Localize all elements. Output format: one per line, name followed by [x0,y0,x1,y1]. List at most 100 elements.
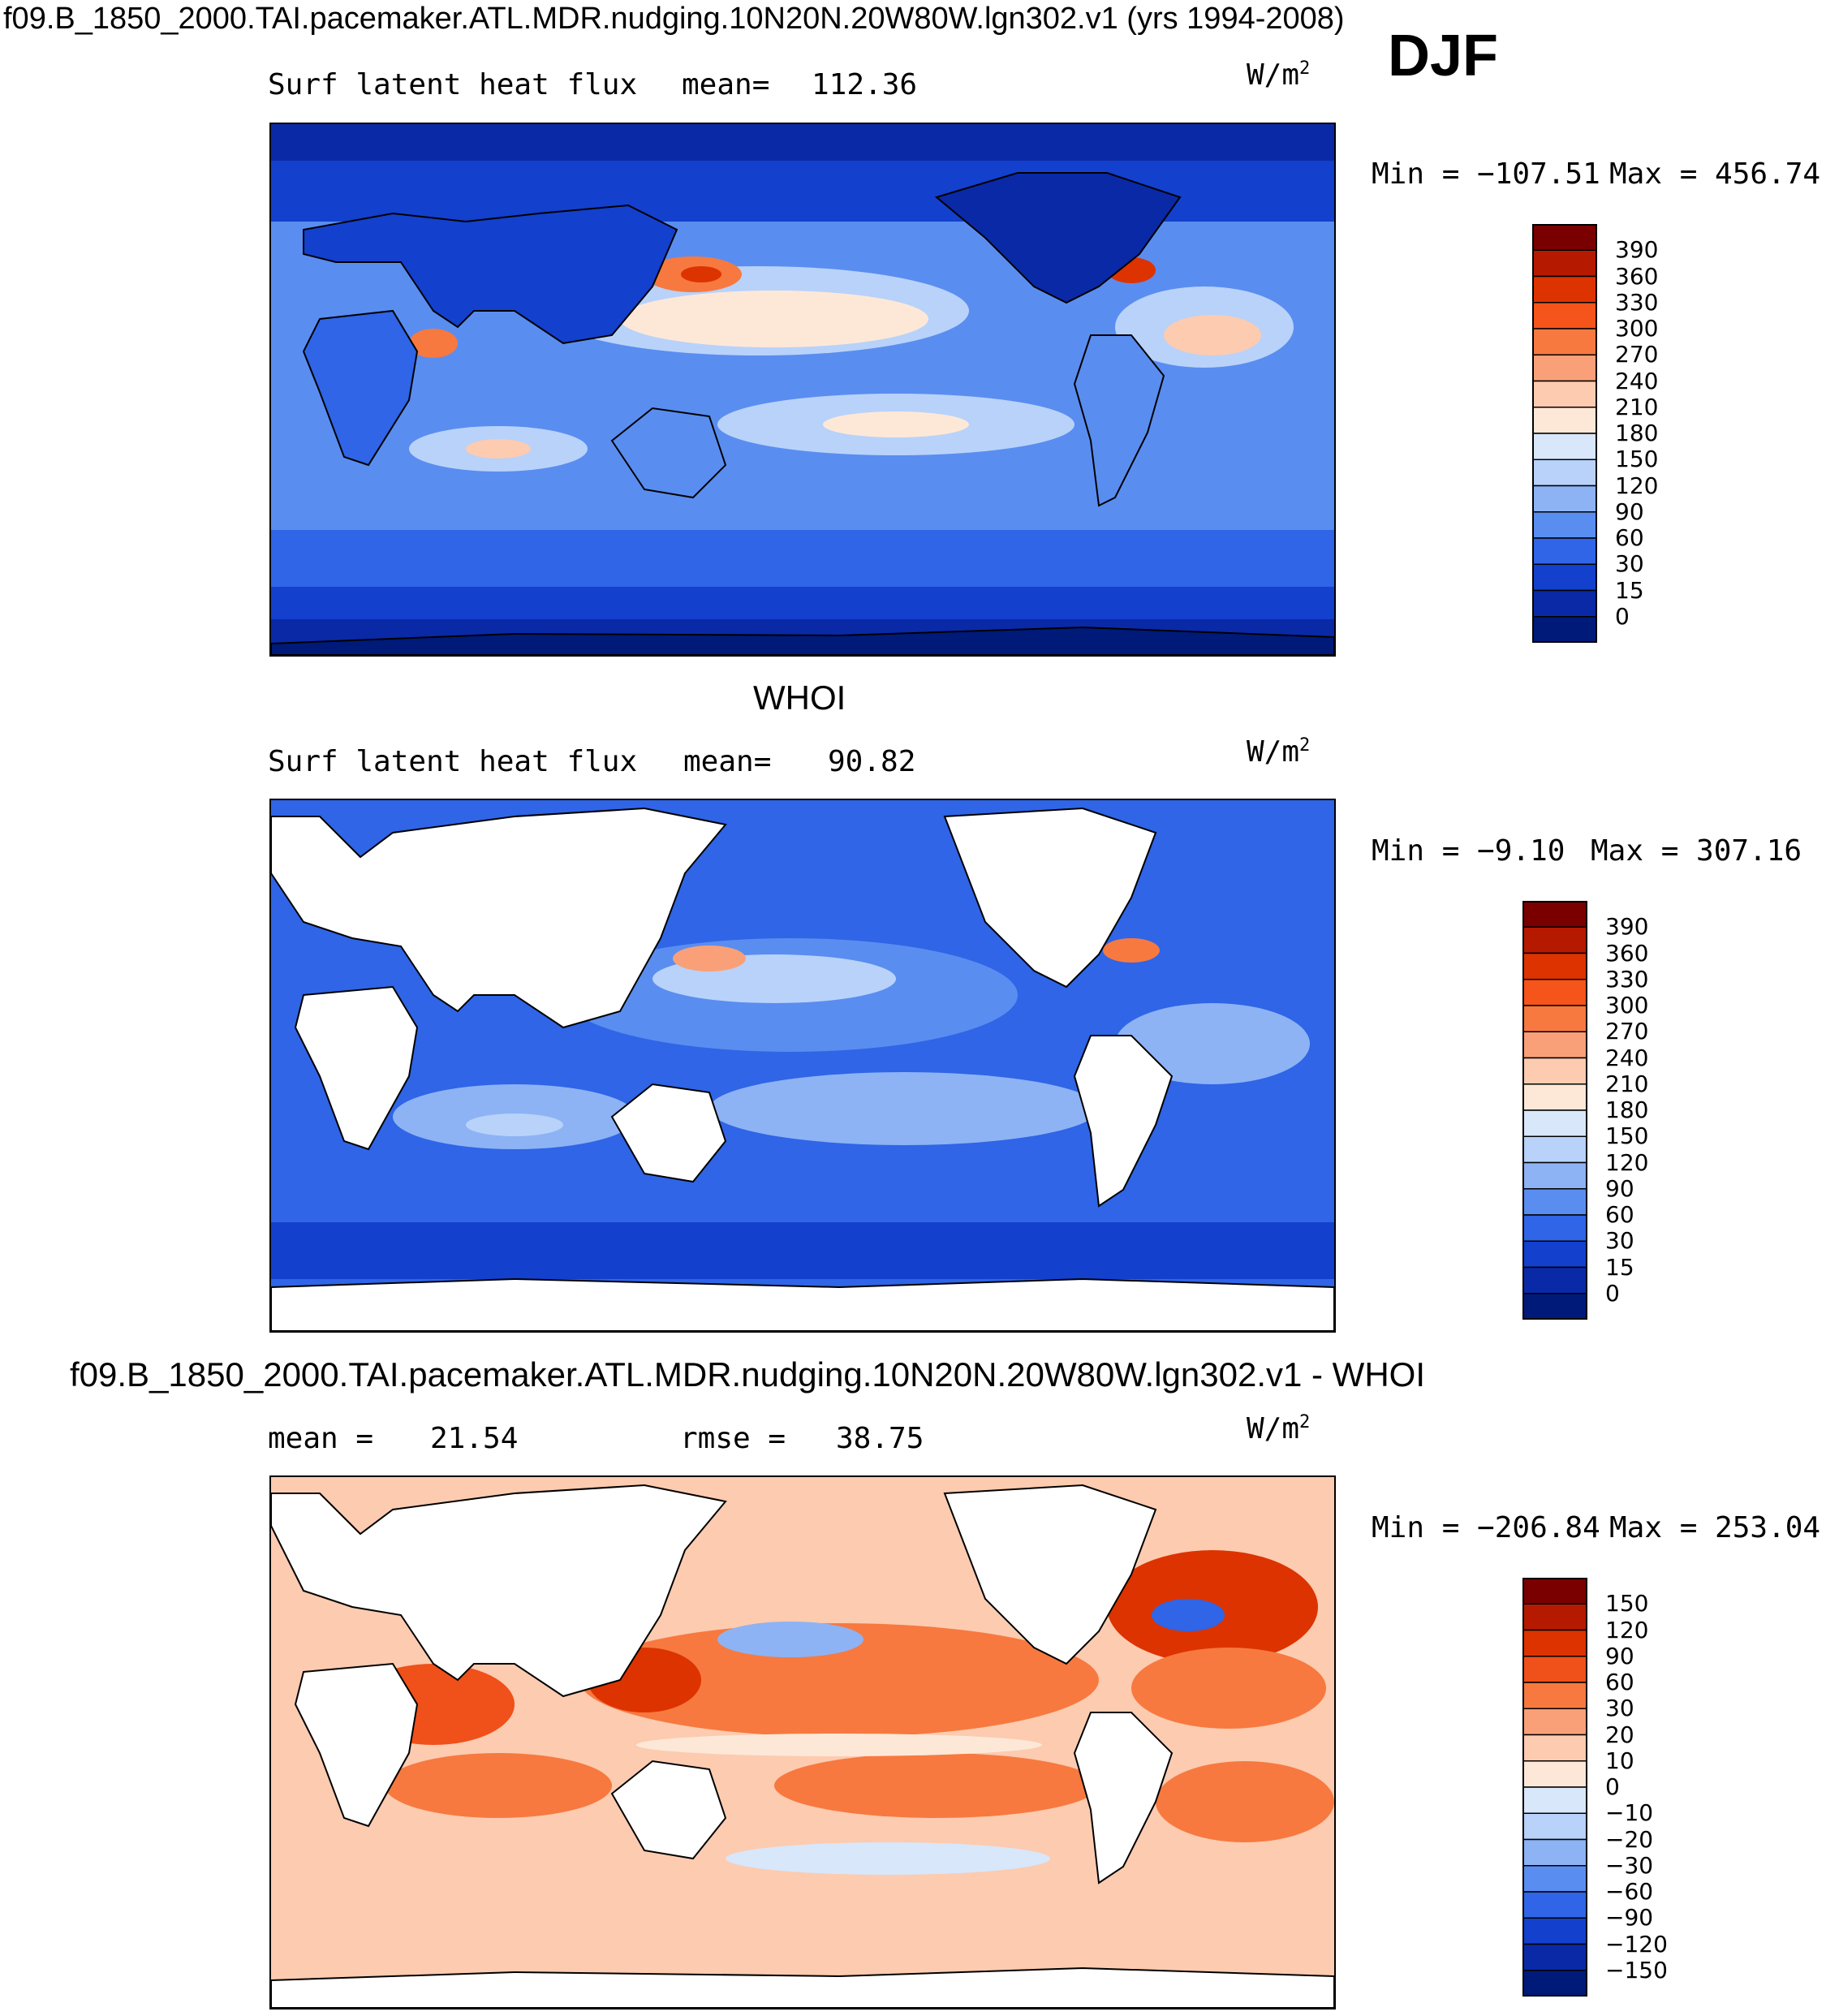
panel3-units: W/m2 [1247,1412,1310,1445]
colorbar-tick-label: 270 [1605,1018,1649,1045]
npac-warm [579,1623,1099,1737]
colorbar-swatch [1522,952,1588,980]
kuroshio [673,946,746,971]
colorbar-tick-label: 30 [1605,1227,1634,1255]
panel2-mean-value: 90.82 [828,745,916,778]
panel2-title: WHOI [753,678,846,717]
natl-cool [1152,1599,1225,1631]
north-america [934,172,1182,304]
colorbar-tick-label: 240 [1615,367,1659,394]
africa [302,309,419,467]
colorbar-tick-label: 10 [1605,1747,1634,1774]
africa [294,1662,419,1828]
colorbar-tick-label: 60 [1605,1669,1634,1695]
panel2-map-svg [271,800,1334,1331]
colorbar-swatch [1522,1629,1588,1657]
colorbar-tick-label: 15 [1605,1253,1634,1281]
panel2-max-text: Max = 307.16 [1591,834,1802,868]
natl-warm [1164,315,1261,355]
main-title: f09.B_1850_2000.TAI.pacemaker.ATL.MDR.nu… [3,2,1345,36]
sio-light [466,1114,563,1136]
colorbar-swatch [1522,1708,1588,1736]
panel1-colorbar-labels: 390 360 330 300 270 240 210 180 150 120 90 60 30 15 0 [1615,224,1712,643]
colorbar-swatch [1522,1266,1588,1294]
colorbar-swatch [1522,1943,1588,1971]
colorbar-swatch [1522,1293,1588,1320]
colorbar-tick-label: 90 [1605,1642,1634,1669]
units-base: W/m [1247,58,1300,92]
units-exp: 2 [1299,58,1311,79]
satl-warm [1156,1761,1334,1842]
panel3-title: f09.B_1850_2000.TAI.pacemaker.ATL.MDR.nu… [70,1355,1425,1394]
south-america [1073,1712,1174,1885]
panel1-colorbar [1531,223,1598,644]
north-america [943,807,1157,989]
colorbar-swatch [1522,1760,1588,1788]
colorbar-tick-label: 360 [1605,939,1649,967]
colorbar-swatch [1522,1083,1588,1111]
colorbar-tick-label: 60 [1615,524,1644,551]
colorbar-tick-label: 90 [1615,498,1644,525]
polar-north [271,124,1334,161]
colorbar-tick-label: 240 [1605,1044,1649,1071]
gulf-stream [1103,938,1160,963]
npac-warm [620,291,928,347]
colorbar-tick-label: 300 [1615,315,1659,342]
australia [610,1083,727,1183]
panel3-map [269,1475,1336,2010]
south-america [1073,334,1165,507]
colorbar-outline [1522,901,1587,1320]
eurasia [271,1484,727,1698]
panel2-map [269,799,1336,1333]
colorbar-swatch [1531,511,1598,539]
panel2-mean-label: mean= [683,745,772,778]
australia [610,1760,727,1860]
colorbar-tick-label: 390 [1605,913,1649,941]
south-america [1073,1035,1174,1208]
panel3-mean-label: mean = [268,1422,374,1455]
panel2-colorbar [1522,900,1588,1320]
colorbar-swatch [1531,537,1598,565]
colorbar-swatch [1522,1734,1588,1762]
season-label: DJF [1388,24,1499,88]
natl-band [1115,1003,1310,1084]
colorbar-swatch [1531,589,1598,618]
colorbar-tick-label: −150 [1605,1956,1668,1984]
colorbar-tick-label: −10 [1605,1799,1654,1827]
colorbar-swatch [1531,223,1598,251]
colorbar-swatch [1522,1812,1588,1841]
colorbar-swatch [1531,302,1598,330]
panel2-colorbar-labels: 390 360 330 300 270 240 210 180 150 120 90 60 30 15 0 [1605,901,1703,1320]
colorbar-swatch [1522,1577,1588,1605]
colorbar-swatch [1522,1135,1588,1164]
colorbar-tick-label: 330 [1605,965,1649,993]
colorbar-tick-label: 150 [1605,1122,1649,1150]
colorbar-swatch [1522,1786,1588,1814]
equator-band [636,1734,1042,1756]
panel1-mean-label: mean= [682,68,770,101]
colorbar-swatch [1522,1031,1588,1059]
colorbar-swatch [1522,1214,1588,1242]
colorbar-tick-label: 330 [1615,288,1659,316]
units-exp: 2 [1299,735,1311,756]
colorbar-tick-label: 60 [1605,1201,1634,1228]
colorbar-tick-label: 210 [1615,393,1659,420]
north-america [943,1484,1157,1665]
africa [294,985,419,1151]
colorbar-swatch [1522,1917,1588,1945]
colorbar-tick-label: 180 [1605,1096,1649,1123]
panel3-min-text: Min = −206.84 [1372,1511,1600,1544]
colorbar-swatch [1522,1161,1588,1190]
colorbar-tick-label: −20 [1605,1825,1654,1853]
colorbar-swatch [1522,1005,1588,1032]
sio-warm [385,1753,612,1818]
colorbar-tick-label: 120 [1615,472,1659,499]
colorbar-swatch [1522,1656,1588,1683]
colorbar-tick-label: 30 [1605,1695,1634,1722]
colorbar-tick-label: 90 [1605,1174,1634,1202]
kuroshio-core [681,266,721,282]
colorbar-swatch [1522,1970,1588,1997]
colorbar-tick-label: 150 [1605,1590,1649,1618]
colorbar-tick-label: 0 [1615,602,1630,630]
units-base: W/m [1247,1412,1300,1445]
